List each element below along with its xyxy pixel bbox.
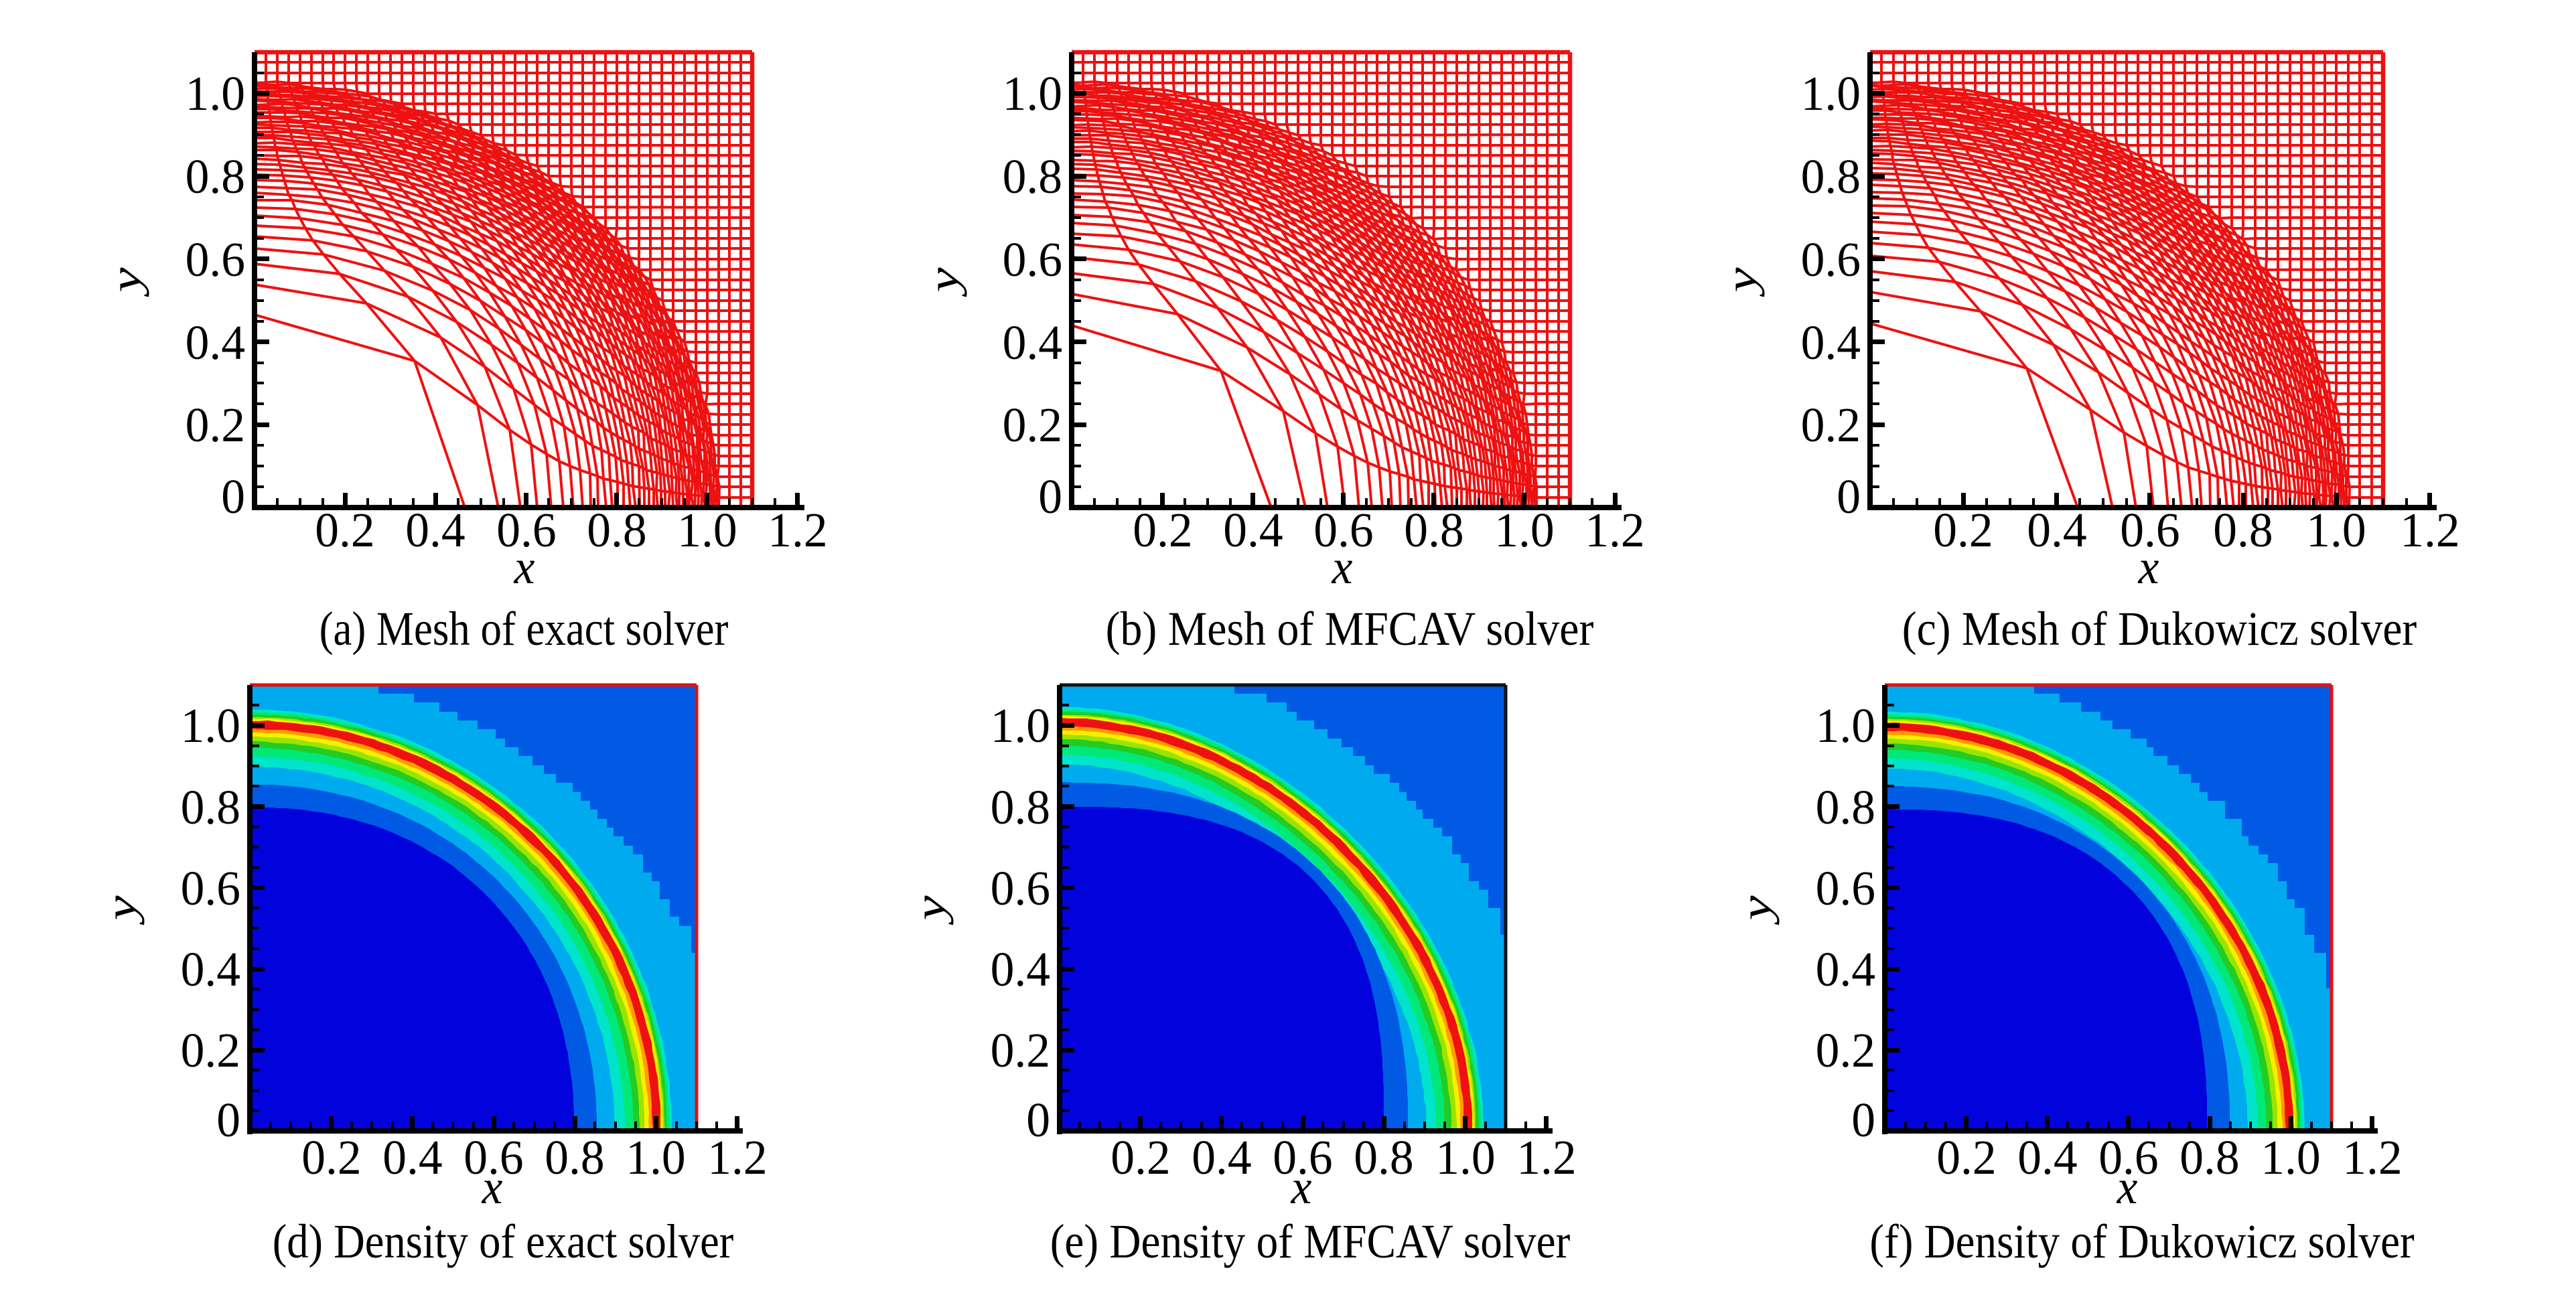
svg-text:1.2: 1.2: [2342, 1130, 2402, 1184]
svg-text:0: 0: [221, 469, 245, 524]
svg-text:1.0: 1.0: [186, 66, 245, 121]
svg-text:0.6: 0.6: [1816, 861, 1875, 915]
svg-text:0.2: 0.2: [991, 1023, 1050, 1077]
svg-text:0.6: 0.6: [1313, 503, 1373, 557]
svg-text:1.2: 1.2: [768, 503, 827, 557]
svg-text:0.4: 0.4: [181, 942, 240, 996]
svg-text:0.4: 0.4: [991, 942, 1050, 996]
svg-text:0.6: 0.6: [1273, 1130, 1332, 1184]
svg-text:0.6: 0.6: [181, 861, 240, 915]
svg-text:1.2: 1.2: [2400, 503, 2459, 557]
svg-text:1.0: 1.0: [1816, 698, 1875, 753]
svg-text:0.4: 0.4: [186, 315, 245, 370]
svg-text:0.2: 0.2: [1111, 1130, 1170, 1184]
svg-text:(f) Density of Dukowicz solver: (f) Density of Dukowicz solver: [1869, 1215, 2414, 1268]
svg-text:0.4: 0.4: [1192, 1130, 1251, 1184]
svg-text:(d) Density of exact solver: (d) Density of exact solver: [273, 1215, 734, 1268]
svg-text:0.8: 0.8: [1816, 780, 1875, 834]
svg-text:0.6: 0.6: [496, 503, 556, 557]
svg-text:1.0: 1.0: [677, 503, 737, 557]
svg-text:0.8: 0.8: [1801, 149, 1861, 204]
svg-text:1.0: 1.0: [1003, 66, 1062, 121]
svg-text:0.2: 0.2: [1933, 503, 1993, 557]
svg-text:0.2: 0.2: [301, 1130, 361, 1184]
svg-text:x: x: [514, 540, 535, 594]
svg-text:0.8: 0.8: [545, 1130, 604, 1184]
svg-text:0.8: 0.8: [186, 149, 245, 204]
svg-text:(b) Mesh of MFCAV solver: (b) Mesh of MFCAV solver: [1106, 602, 1594, 655]
svg-text:0.4: 0.4: [1816, 942, 1875, 996]
svg-text:0.2: 0.2: [1801, 398, 1861, 452]
svg-text:0.8: 0.8: [587, 503, 646, 557]
svg-text:0.4: 0.4: [2027, 503, 2086, 557]
svg-text:0.6: 0.6: [463, 1130, 523, 1184]
svg-text:1.0: 1.0: [1801, 66, 1861, 121]
svg-text:1.2: 1.2: [1585, 503, 1644, 557]
svg-text:0.2: 0.2: [186, 398, 245, 452]
svg-text:0.2: 0.2: [1816, 1023, 1875, 1077]
svg-text:0: 0: [1837, 469, 1861, 524]
svg-text:0.8: 0.8: [2213, 503, 2273, 557]
svg-text:0.2: 0.2: [181, 1023, 240, 1077]
svg-text:0.4: 0.4: [2017, 1130, 2077, 1184]
svg-text:0.6: 0.6: [1003, 232, 1062, 287]
svg-text:1.0: 1.0: [181, 698, 240, 753]
svg-text:0.8: 0.8: [1354, 1130, 1413, 1184]
svg-text:0: 0: [1038, 469, 1062, 524]
svg-text:(a) Mesh of exact solver: (a) Mesh of exact solver: [319, 602, 729, 656]
svg-text:0.4: 0.4: [405, 503, 465, 557]
svg-text:0.2: 0.2: [1133, 503, 1192, 557]
svg-text:0: 0: [1026, 1093, 1050, 1147]
svg-text:1.0: 1.0: [991, 698, 1050, 753]
svg-text:0.4: 0.4: [1801, 315, 1861, 370]
svg-text:0: 0: [1851, 1093, 1875, 1147]
svg-text:0.8: 0.8: [991, 780, 1050, 834]
svg-text:1.0: 1.0: [2261, 1130, 2320, 1184]
svg-text:1.0: 1.0: [2306, 503, 2366, 557]
svg-text:x: x: [1332, 540, 1353, 594]
svg-text:1.2: 1.2: [707, 1130, 767, 1184]
svg-text:0.8: 0.8: [1404, 503, 1463, 557]
svg-text:0.6: 0.6: [991, 861, 1050, 915]
svg-text:x: x: [482, 1160, 503, 1214]
svg-text:0.2: 0.2: [1003, 398, 1062, 452]
svg-text:0.2: 0.2: [1936, 1130, 1996, 1184]
svg-text:0.6: 0.6: [2120, 503, 2179, 557]
svg-text:0.6: 0.6: [186, 232, 245, 287]
svg-text:0.8: 0.8: [1003, 149, 1062, 204]
svg-text:0: 0: [216, 1093, 240, 1147]
svg-text:(c) Mesh of Dukowicz solver: (c) Mesh of Dukowicz solver: [1902, 602, 2417, 655]
svg-text:x: x: [2138, 540, 2159, 594]
svg-text:0.8: 0.8: [2179, 1130, 2239, 1184]
svg-text:1.2: 1.2: [1516, 1130, 1576, 1184]
svg-text:0.2: 0.2: [315, 503, 374, 557]
svg-text:x: x: [2117, 1160, 2138, 1214]
svg-text:0.4: 0.4: [382, 1130, 442, 1184]
svg-text:0.6: 0.6: [1801, 232, 1861, 287]
svg-text:x: x: [1291, 1160, 1312, 1214]
svg-text:1.0: 1.0: [1494, 503, 1554, 557]
svg-text:1.0: 1.0: [626, 1130, 685, 1184]
svg-text:0.6: 0.6: [2098, 1130, 2158, 1184]
svg-text:0.4: 0.4: [1003, 315, 1062, 370]
svg-text:1.0: 1.0: [1435, 1130, 1495, 1184]
svg-text:0.4: 0.4: [1223, 503, 1283, 557]
svg-text:(e) Density of MFCAV solver: (e) Density of MFCAV solver: [1050, 1215, 1571, 1268]
svg-text:0.8: 0.8: [181, 780, 240, 834]
